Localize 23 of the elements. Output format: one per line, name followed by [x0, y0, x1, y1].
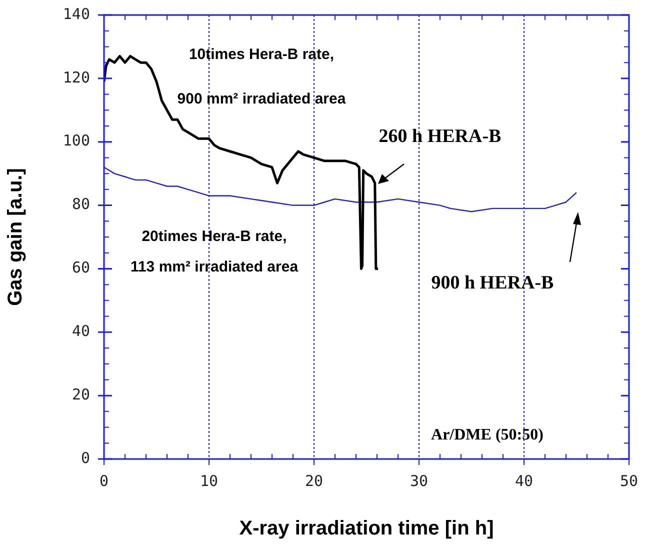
y-axis-title: Gas gain [a.u.] — [4, 168, 27, 306]
x-tick-label: 50 — [620, 472, 638, 490]
annotation: 260 h HERA-B — [378, 126, 502, 148]
annotation: 900 h HERA-B — [431, 272, 554, 294]
x-tick-label: 0 — [99, 472, 109, 490]
x-axis-title: X-ray irradiation time [in h] — [239, 518, 494, 540]
annotation: 900 mm² irradiated area — [177, 90, 346, 108]
annotation: Ar/DME (50:50) — [431, 426, 544, 444]
annotation: 113 mm² irradiated area — [130, 258, 299, 276]
y-tick-label: 40 — [72, 322, 90, 340]
y-tick-label: 100 — [62, 132, 90, 150]
y-tick-label: 20 — [72, 385, 90, 404]
x-tick-label: 40 — [514, 472, 534, 490]
annotation: 10times Hera-B rate, — [188, 46, 334, 64]
y-tick-label: 140 — [62, 4, 90, 23]
x-tick-label: 30 — [410, 472, 428, 490]
y-tick-label: 80 — [72, 195, 90, 214]
x-tick-label: 20 — [304, 472, 324, 490]
y-tick-label: 0 — [80, 448, 90, 467]
x-tick-label: 10 — [200, 472, 218, 490]
y-tick-label: 120 — [62, 68, 90, 86]
y-tick-label: 60 — [72, 258, 90, 277]
annotation: 20times Hera-B rate, — [142, 228, 287, 246]
